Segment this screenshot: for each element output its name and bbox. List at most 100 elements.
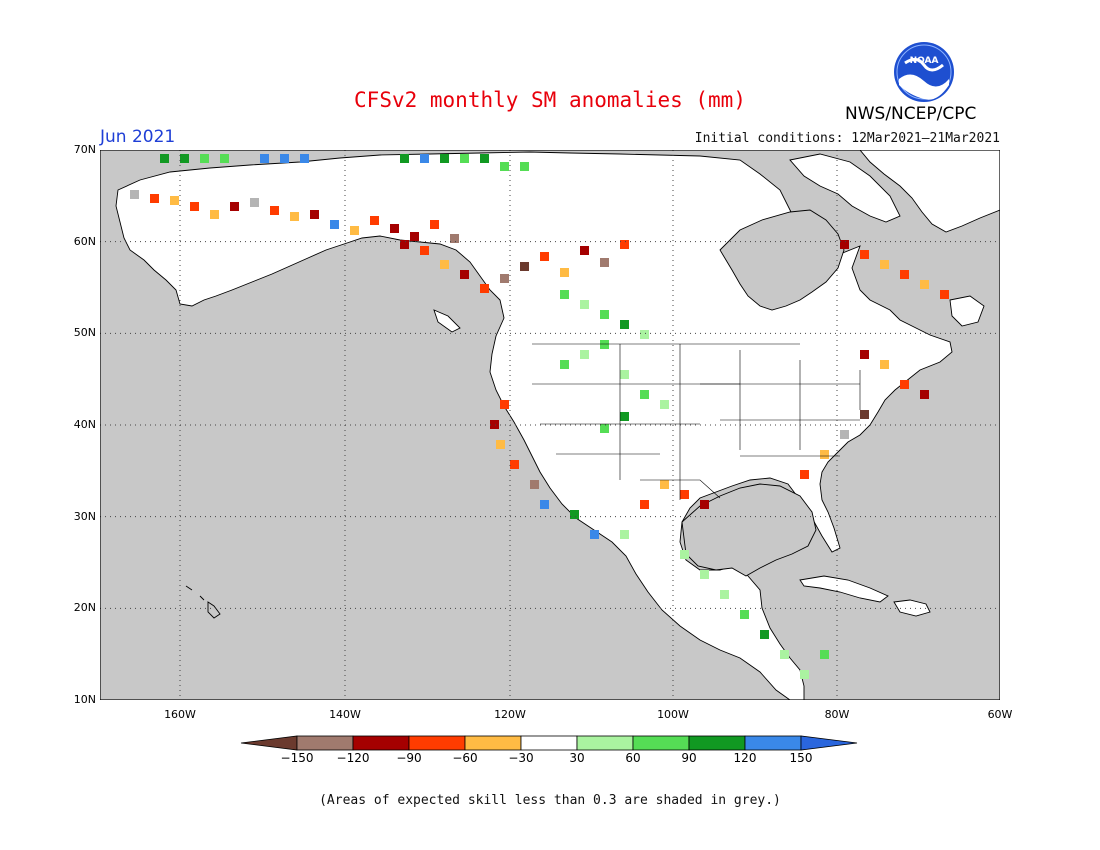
anomaly-cell — [130, 190, 139, 199]
anomaly-cell — [800, 670, 809, 679]
anomaly-cell — [880, 360, 889, 369]
colorbar-box — [576, 735, 634, 751]
anomaly-cell — [580, 350, 589, 359]
anomaly-cell — [640, 390, 649, 399]
anomaly-cell — [590, 530, 599, 539]
forecast-period: Jun 2021 — [100, 127, 176, 147]
anomaly-cell — [570, 510, 579, 519]
latitude-label: 40N — [73, 418, 96, 431]
initial-conditions: Initial conditions: 12Mar2021–21Mar2021 — [694, 131, 1000, 146]
latitude-label: 60N — [73, 234, 96, 248]
anomaly-cell — [560, 360, 569, 369]
anomaly-cell — [780, 650, 789, 659]
anomaly-cell — [150, 194, 159, 203]
anomaly-cell — [900, 270, 909, 279]
anomaly-cell — [496, 440, 505, 449]
anomaly-cell — [420, 154, 429, 163]
anomaly-cell — [410, 232, 419, 241]
vancouver-island — [433, 309, 461, 333]
anomaly-cell — [210, 210, 219, 219]
anomaly-cell — [290, 212, 299, 221]
anomaly-cell — [160, 154, 169, 163]
anomaly-cell — [420, 246, 429, 255]
anomaly-cell — [190, 202, 199, 211]
longitude-label: 100W — [657, 708, 689, 721]
anomaly-cell — [580, 300, 589, 309]
longitude-label: 80W — [824, 708, 850, 721]
chart-title: CFSv2 monthly SM anomalies (mm) — [354, 88, 746, 112]
gulf-of-mexico — [681, 483, 817, 577]
anomaly-cell — [940, 290, 949, 299]
colorbar — [240, 735, 858, 751]
latitude-label: 70N — [73, 143, 96, 156]
anomaly-cell — [330, 220, 339, 229]
anomaly-cell — [500, 400, 509, 409]
cuba — [799, 575, 889, 603]
longitude-label: 140W — [329, 708, 361, 721]
anomaly-cell — [180, 154, 189, 163]
anomaly-cell — [460, 154, 469, 163]
anomaly-cell — [200, 154, 209, 163]
anomaly-cell — [840, 240, 849, 249]
anomaly-cell — [760, 630, 769, 639]
hawaii-islands — [185, 585, 221, 619]
anomaly-cell — [920, 280, 929, 289]
latitude-label: 10N — [73, 693, 96, 706]
latitude-label: 50N — [73, 326, 96, 340]
colorbar-tick-label: 60 — [625, 751, 641, 765]
colorbar-tick-label: −60 — [452, 751, 478, 765]
anomaly-cell — [640, 330, 649, 339]
anomaly-cell — [450, 234, 459, 243]
anomaly-cell — [230, 202, 239, 211]
anomaly-cell — [260, 154, 269, 163]
baffin-island — [789, 153, 901, 223]
colorbar-tick-label: −90 — [396, 751, 422, 765]
anomaly-cell — [510, 460, 519, 469]
colorbar-box — [632, 735, 690, 751]
colorbar-tick-label: −120 — [336, 751, 370, 765]
anomaly-cell — [620, 320, 629, 329]
anomaly-cell — [430, 220, 439, 229]
latitude-label: 20N — [73, 601, 96, 615]
greenland-landmass — [859, 150, 1000, 233]
colorbar-tick-label: −30 — [508, 751, 534, 765]
footnote: (Areas of expected skill less than 0.3 a… — [319, 793, 781, 808]
colorbar-box — [352, 735, 410, 751]
anomaly-cell — [900, 380, 909, 389]
colorbar-cells — [240, 735, 858, 751]
anomaly-cell — [820, 450, 829, 459]
land-masses — [115, 150, 1000, 700]
colorbar-left-arrow — [240, 735, 298, 751]
anomaly-cell — [880, 260, 889, 269]
anomaly-cell — [860, 250, 869, 259]
anomaly-cell — [400, 240, 409, 249]
anomaly-cell — [600, 340, 609, 349]
logo-text: NOAA — [910, 56, 939, 66]
anomaly-cell — [700, 570, 709, 579]
anomaly-cell — [440, 154, 449, 163]
anomaly-cells — [130, 154, 949, 679]
newfoundland — [949, 295, 985, 327]
anomaly-cell — [500, 162, 509, 171]
colorbar-box — [520, 735, 578, 751]
colorbar-box — [296, 735, 354, 751]
anomaly-cell — [800, 470, 809, 479]
anomaly-cell — [250, 198, 259, 207]
anomaly-cell — [680, 490, 689, 499]
anomaly-cell — [660, 400, 669, 409]
colorbar-box — [464, 735, 522, 751]
anomaly-cell — [390, 224, 399, 233]
anomaly-cell — [560, 290, 569, 299]
anomaly-cell — [560, 268, 569, 277]
colorbar-tick-label: 120 — [733, 751, 757, 765]
colorbar-tick-label: −150 — [280, 751, 314, 765]
anomaly-cell — [860, 350, 869, 359]
anomaly-cell — [920, 390, 929, 399]
lat-lon-grid — [100, 150, 1000, 700]
anomaly-cell — [270, 206, 279, 215]
anomaly-cell — [660, 480, 669, 489]
anomaly-cell — [520, 162, 529, 171]
latitude-label: 30N — [73, 509, 96, 523]
anomaly-cell — [820, 650, 829, 659]
anomaly-cell — [300, 154, 309, 163]
